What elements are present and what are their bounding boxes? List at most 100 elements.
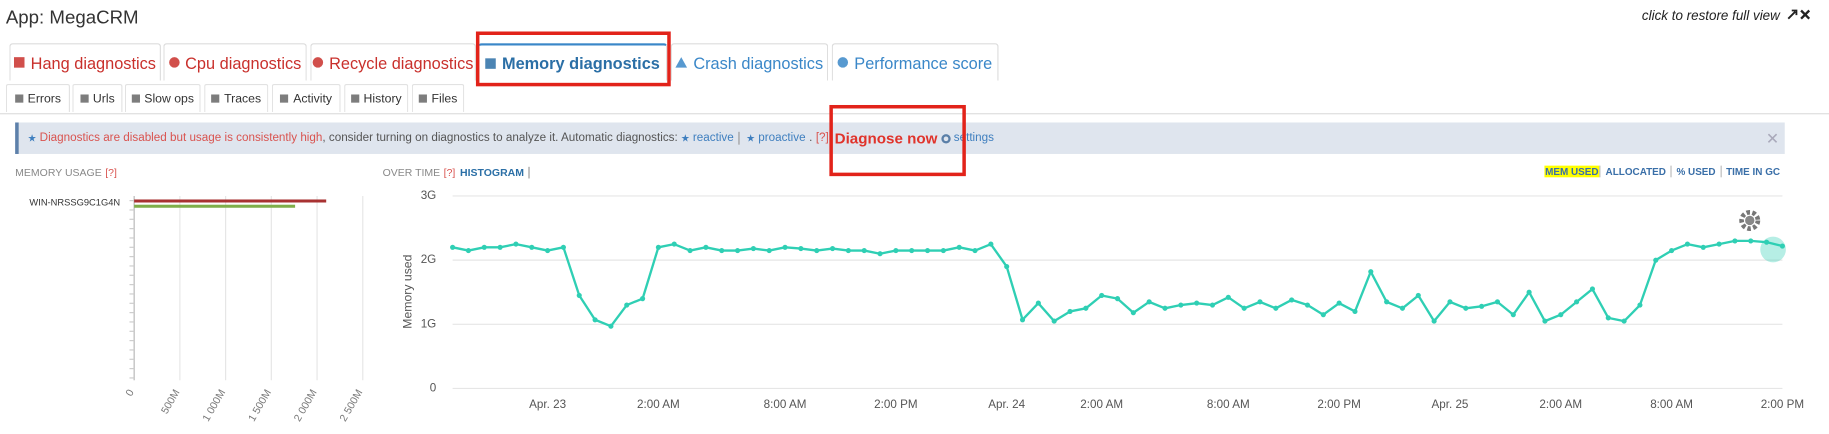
data-point	[1399, 305, 1406, 311]
data-point	[1368, 269, 1374, 275]
diagnose-now-button[interactable]: Diagnose now	[834, 129, 938, 147]
subtab-label[interactable]: Slow ops	[144, 91, 194, 106]
alert-help[interactable]: [?]	[815, 131, 829, 145]
data-point	[1257, 299, 1263, 305]
subtab-label[interactable]: Files	[431, 91, 458, 106]
tab-icon	[837, 57, 849, 68]
alert-close[interactable]	[1767, 133, 1778, 143]
reactive-link[interactable]: reactive	[693, 131, 740, 145]
data-point	[1463, 305, 1469, 311]
data-point	[734, 247, 741, 254]
help-link[interactable]: [?]	[443, 166, 456, 179]
subtab-icon	[211, 94, 220, 103]
x-tick-label: 8:00 AM	[1650, 398, 1693, 411]
subtab[interactable]: Files	[411, 83, 465, 112]
line-series	[452, 239, 1783, 328]
subtab[interactable]: Activity	[271, 83, 341, 112]
star-icon	[28, 134, 36, 142]
data-point	[877, 251, 883, 257]
proactive-link[interactable]: proactive	[758, 131, 806, 145]
tab-label[interactable]: Recycle diagnostics	[329, 53, 474, 72]
x-tick-label: 0	[124, 388, 137, 399]
y-tick-label: 2G	[421, 253, 437, 266]
subtab-icon	[280, 94, 289, 103]
subtab-label[interactable]: Activity	[293, 91, 333, 106]
x-tick-label: 2 500M	[338, 388, 365, 424]
subtab-label[interactable]: Urls	[92, 91, 115, 106]
data-point	[1716, 241, 1722, 247]
data-point	[481, 244, 487, 250]
data-point	[703, 244, 709, 250]
divider	[0, 113, 1829, 115]
metric-toggle[interactable]: % USED	[1670, 165, 1721, 178]
restore-link[interactable]: click to restore full view	[1641, 9, 1811, 24]
data-point	[513, 241, 519, 247]
subtab-icon	[80, 94, 89, 103]
data-point	[1035, 300, 1041, 306]
tab-icon	[675, 57, 688, 68]
data-point	[1526, 289, 1532, 295]
help-link[interactable]: [?]	[105, 166, 117, 179]
data-point	[893, 247, 899, 254]
tab-label[interactable]: Crash diagnostics	[693, 53, 824, 72]
data-point	[1130, 310, 1136, 316]
tab-label[interactable]: Cpu diagnostics	[185, 53, 302, 72]
data-point	[972, 247, 978, 254]
histogram-link[interactable]: HISTOGRAM	[460, 166, 530, 178]
metric-toggle[interactable]: MEM USED	[1543, 165, 1600, 178]
data-point	[1019, 317, 1026, 323]
window-icons[interactable]	[1787, 9, 1811, 20]
metric-toggle[interactable]: ALLOCATED	[1599, 165, 1671, 178]
bar	[134, 204, 296, 208]
category-label: WIN-NRSSG9C1G4N	[29, 197, 120, 207]
data-point	[1336, 300, 1342, 306]
data-point	[608, 323, 614, 329]
data-point	[1558, 312, 1564, 318]
subtab-label[interactable]: History	[363, 91, 402, 106]
data-point	[1447, 299, 1453, 305]
data-point	[1289, 297, 1295, 303]
data-point	[1352, 308, 1358, 315]
tab-label[interactable]: Hang diagnostics	[30, 53, 156, 72]
data-point	[1004, 263, 1010, 270]
subtab[interactable]: Traces	[204, 83, 269, 112]
data-point	[1510, 312, 1516, 318]
data-point	[1637, 302, 1643, 308]
bar	[134, 199, 327, 203]
tab[interactable]: Hang diagnostics	[9, 43, 161, 81]
data-point	[766, 247, 772, 254]
x-tick-label: 1 500M	[247, 388, 274, 424]
data-point	[1114, 296, 1121, 302]
settings-icon	[940, 133, 951, 143]
tab-icon	[168, 57, 180, 68]
restore-text[interactable]: click to restore full view	[1641, 9, 1780, 24]
x-tick-label: 2:00 PM	[1317, 398, 1360, 411]
subtab-label[interactable]: Errors	[27, 91, 62, 106]
tab-label[interactable]: Performance score	[854, 53, 993, 72]
subtab[interactable]: Urls	[72, 83, 123, 112]
x-tick-label: 1 000M	[201, 388, 228, 424]
subtab[interactable]: Slow ops	[124, 83, 201, 112]
tab[interactable]: Recycle diagnostics	[310, 43, 476, 81]
tab[interactable]: Performance score	[831, 43, 999, 81]
tab-active[interactable]: Memory diagnostics	[478, 43, 668, 81]
tab[interactable]: Cpu diagnostics	[163, 43, 307, 81]
data-point	[845, 247, 851, 254]
star-icon	[746, 134, 755, 142]
x-tick-label: 8:00 AM	[1207, 398, 1250, 411]
data-point	[624, 302, 630, 308]
data-point	[750, 246, 756, 252]
metric-toggle[interactable]: TIME IN GC	[1720, 165, 1784, 178]
tab[interactable]: Crash diagnostics	[670, 43, 829, 81]
data-point	[1241, 305, 1247, 311]
subtab[interactable]: History	[344, 83, 409, 112]
tab-label[interactable]: Memory diagnostics	[501, 53, 660, 73]
subtab[interactable]: Errors	[5, 83, 70, 112]
subtab-label[interactable]: Traces	[224, 91, 262, 106]
x-tick-label: 2:00 PM	[1761, 398, 1804, 411]
subtab-icon	[418, 94, 427, 103]
x-tick-label: Apr. 23	[529, 398, 566, 411]
data-point	[529, 244, 535, 250]
